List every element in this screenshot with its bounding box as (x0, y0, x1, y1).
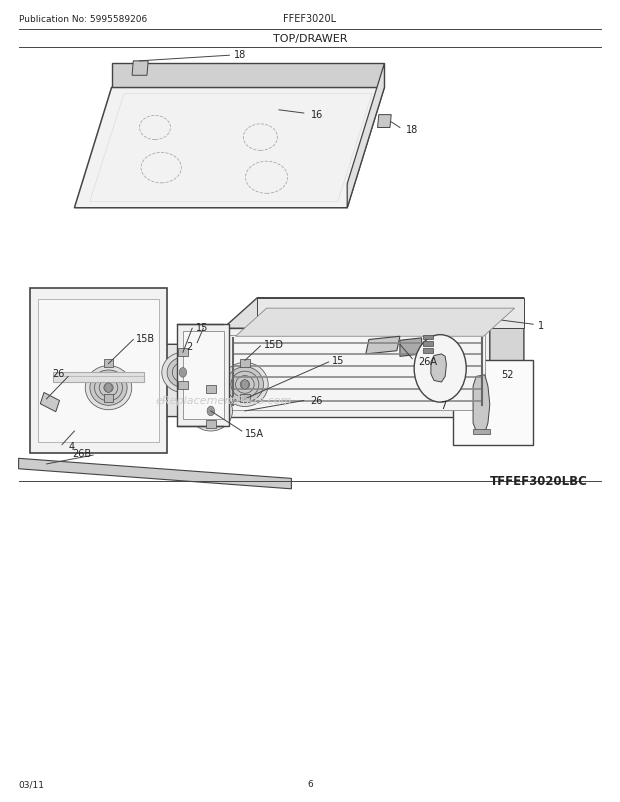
Ellipse shape (90, 371, 127, 406)
Text: 15: 15 (196, 322, 208, 332)
Polygon shape (43, 345, 378, 417)
Polygon shape (473, 429, 490, 435)
Polygon shape (178, 382, 188, 390)
Ellipse shape (162, 353, 204, 393)
Ellipse shape (241, 380, 249, 389)
Polygon shape (423, 342, 433, 346)
Text: FFEF3020L: FFEF3020L (283, 14, 337, 24)
Text: 16: 16 (311, 110, 324, 119)
Polygon shape (90, 95, 372, 202)
Polygon shape (366, 337, 400, 354)
Ellipse shape (94, 375, 123, 401)
Text: TFFEF3020LBC: TFFEF3020LBC (490, 475, 588, 488)
Polygon shape (223, 329, 490, 417)
Text: 26A: 26A (418, 357, 438, 367)
Text: 15A: 15A (245, 429, 264, 439)
Polygon shape (236, 309, 515, 337)
Text: 15: 15 (332, 356, 344, 366)
Circle shape (241, 380, 249, 390)
Polygon shape (104, 359, 113, 367)
Polygon shape (40, 393, 60, 412)
Polygon shape (347, 64, 384, 209)
Polygon shape (112, 64, 384, 88)
Polygon shape (257, 298, 524, 329)
Text: 15D: 15D (264, 340, 283, 350)
Ellipse shape (104, 383, 113, 392)
Ellipse shape (226, 367, 264, 403)
Polygon shape (53, 372, 144, 383)
Polygon shape (240, 359, 250, 367)
Text: 52: 52 (501, 370, 513, 379)
Polygon shape (206, 386, 216, 394)
Polygon shape (74, 88, 384, 209)
Ellipse shape (86, 366, 131, 410)
Polygon shape (240, 395, 250, 403)
Polygon shape (423, 335, 433, 340)
Polygon shape (132, 62, 148, 76)
Polygon shape (206, 420, 216, 428)
Text: 26: 26 (310, 396, 322, 406)
Text: Publication No: 5995589206: Publication No: 5995589206 (19, 14, 147, 24)
Ellipse shape (195, 396, 227, 427)
Text: 18: 18 (234, 50, 247, 59)
Polygon shape (183, 332, 224, 419)
Text: 03/11: 03/11 (19, 779, 45, 788)
Text: 1: 1 (538, 321, 544, 330)
Text: 7: 7 (440, 400, 446, 410)
Polygon shape (38, 299, 159, 443)
Text: 15B: 15B (136, 334, 156, 343)
Polygon shape (19, 459, 291, 489)
Circle shape (179, 368, 187, 378)
Ellipse shape (167, 358, 198, 388)
Polygon shape (177, 325, 229, 427)
Polygon shape (423, 349, 433, 354)
Polygon shape (104, 395, 113, 403)
Circle shape (414, 335, 466, 403)
Polygon shape (473, 375, 490, 433)
Text: 26B: 26B (73, 449, 92, 459)
Polygon shape (229, 335, 485, 411)
Circle shape (207, 407, 215, 416)
Polygon shape (30, 289, 167, 453)
Ellipse shape (189, 391, 232, 431)
Text: 2: 2 (186, 342, 192, 351)
Text: eReplacementParts.com: eReplacementParts.com (155, 396, 291, 406)
Circle shape (105, 383, 112, 393)
Text: 4: 4 (68, 442, 74, 452)
Ellipse shape (177, 368, 188, 378)
Text: 6: 6 (307, 779, 313, 788)
Ellipse shape (236, 376, 254, 394)
Polygon shape (223, 298, 524, 329)
Polygon shape (490, 298, 524, 417)
Ellipse shape (231, 371, 259, 399)
Polygon shape (341, 334, 378, 417)
Text: 18: 18 (406, 125, 419, 135)
Text: 26: 26 (53, 369, 65, 379)
Polygon shape (378, 115, 391, 128)
Ellipse shape (222, 363, 268, 407)
Polygon shape (178, 348, 188, 356)
Polygon shape (431, 354, 446, 383)
Bar (453, 361, 533, 445)
Ellipse shape (99, 379, 118, 397)
Text: TOP/DRAWER: TOP/DRAWER (273, 34, 347, 44)
Ellipse shape (200, 401, 222, 422)
Ellipse shape (172, 363, 193, 383)
Ellipse shape (205, 407, 216, 416)
Polygon shape (400, 338, 422, 357)
